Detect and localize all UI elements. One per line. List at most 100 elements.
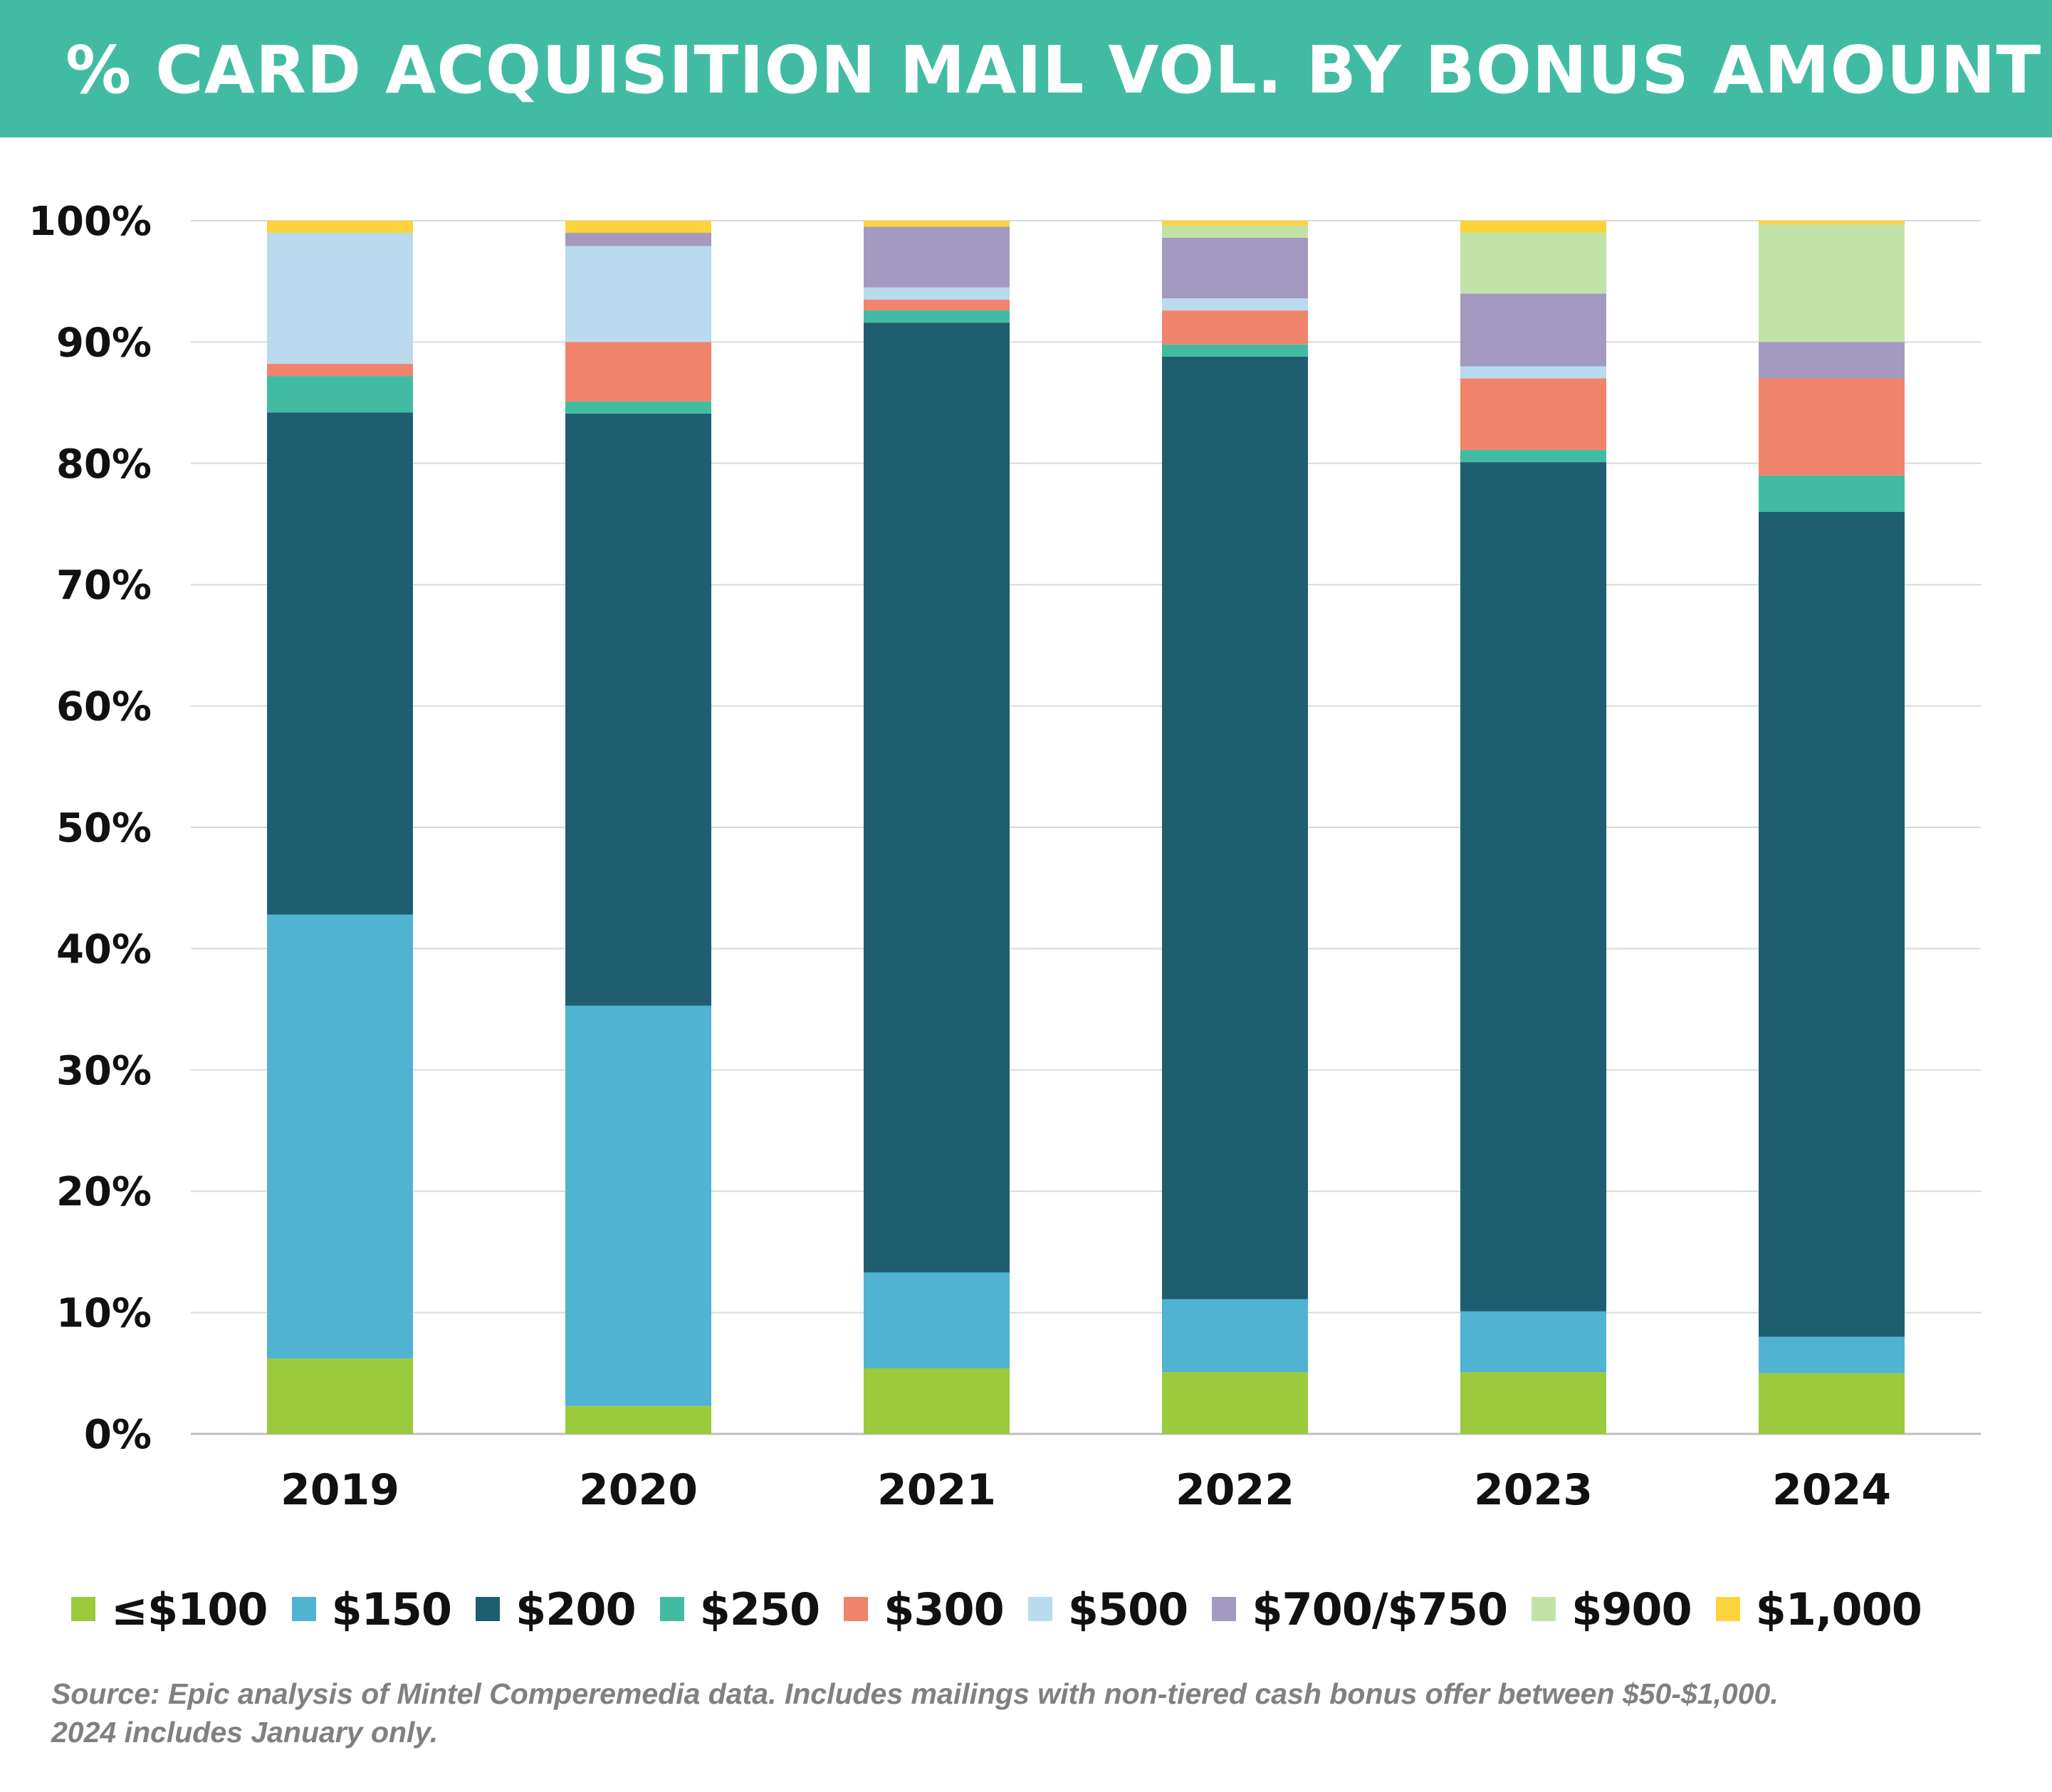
x-tick-label: 2021 — [877, 1465, 996, 1515]
bar-segment — [1162, 1372, 1308, 1434]
y-tick-label: 70% — [56, 562, 152, 609]
x-tick-label: 2022 — [1176, 1465, 1294, 1515]
bar-segment — [565, 233, 711, 246]
y-tick-label: 30% — [56, 1048, 152, 1094]
y-tick-label: 90% — [56, 320, 152, 366]
legend-item: $500 — [1027, 1583, 1189, 1635]
bar-segment — [1460, 450, 1606, 463]
bar-segment — [1759, 1373, 1905, 1434]
x-tick-label: 2019 — [281, 1465, 399, 1515]
legend-item: $200 — [476, 1583, 637, 1635]
bar-segment — [565, 401, 711, 414]
y-tick-label: 100% — [28, 199, 152, 245]
legend-swatch — [476, 1597, 501, 1621]
bar-segment — [1460, 462, 1606, 1311]
bar-segment — [1460, 221, 1606, 234]
x-tick-label: 2020 — [579, 1465, 698, 1515]
x-tick-label: 2023 — [1474, 1465, 1593, 1515]
legend-item: ≤$100 — [71, 1583, 268, 1635]
legend-item: $150 — [291, 1583, 453, 1635]
bar-segment — [267, 364, 413, 377]
legend-label: $200 — [515, 1583, 637, 1635]
bar-segment — [864, 1368, 1010, 1434]
bar-segment — [1162, 1299, 1308, 1373]
bar-segment — [864, 299, 1010, 311]
y-tick-label: 50% — [56, 805, 152, 852]
legend-swatch — [659, 1597, 684, 1621]
bar-segment — [267, 1358, 413, 1434]
legend-swatch — [1027, 1597, 1052, 1621]
legend-label: $900 — [1571, 1583, 1692, 1635]
y-tick-label: 0% — [84, 1412, 152, 1458]
y-tick-label: 20% — [56, 1169, 152, 1215]
bar-segment — [565, 1405, 711, 1434]
bar-segment — [1162, 221, 1308, 226]
bar-segment — [1759, 342, 1905, 379]
legend-swatch — [291, 1597, 316, 1621]
legend: ≤$100 $150 $200 $250 $300 $500 $700/$750 $900 $1… — [71, 1573, 1922, 1645]
x-axis: 2019 2020 2021 2022 2023 2024 — [281, 1465, 1891, 1515]
bar-segment — [1162, 237, 1308, 299]
bar-segment — [864, 310, 1010, 323]
y-tick-label: 10% — [56, 1291, 152, 1337]
chart-title: % CARD ACQUISITION MAIL VOL. BY BONUS AM… — [66, 32, 2042, 108]
source-line-1: Source: Epic analysis of Mintel Comperem… — [51, 1677, 1779, 1710]
bar-segment — [267, 376, 413, 413]
bars — [267, 221, 1905, 1434]
bar-segment — [565, 1005, 711, 1406]
bar-segment — [565, 342, 711, 402]
legend-item: $1,000 — [1715, 1583, 1922, 1635]
legend-label: ≤$100 — [111, 1583, 268, 1635]
legend-label: $1,000 — [1755, 1583, 1922, 1635]
legend-item: $700/$750 — [1212, 1583, 1508, 1635]
bar-segment — [864, 1272, 1010, 1368]
legend-label: $250 — [699, 1583, 821, 1635]
bar-segment — [1460, 366, 1606, 379]
bar-segment — [864, 323, 1010, 1273]
legend-swatch — [1212, 1597, 1237, 1621]
bar-segment — [267, 914, 413, 1359]
title-banner: % CARD ACQUISITION MAIL VOL. BY BONUS AM… — [0, 0, 2052, 137]
gridlines — [191, 220, 1981, 1435]
bar-segment — [1162, 310, 1308, 345]
legend-label: $150 — [331, 1583, 453, 1635]
source-line-2: 2024 includes January only. — [51, 1716, 439, 1749]
legend-item: $900 — [1532, 1583, 1692, 1635]
legend-swatch — [844, 1597, 869, 1621]
bar-segment — [267, 233, 413, 365]
bar-segment — [864, 287, 1010, 300]
bar-segment — [1759, 1336, 1905, 1373]
bar-segment — [1460, 1311, 1606, 1373]
bar-segment — [1759, 475, 1905, 512]
bar-segment — [267, 412, 413, 915]
legend-label: $700/$750 — [1252, 1583, 1508, 1635]
legend-swatch — [71, 1597, 95, 1621]
y-tick-label: 80% — [56, 441, 152, 488]
bar-segment — [1460, 293, 1606, 367]
legend-item: $250 — [659, 1583, 821, 1635]
y-tick-label: 40% — [56, 926, 152, 973]
bar-segment — [1460, 1372, 1606, 1434]
bar-segment — [1759, 511, 1905, 1337]
legend-item: $300 — [844, 1583, 1005, 1635]
bar-segment — [1162, 356, 1308, 1299]
bar-segment — [1460, 233, 1606, 294]
bar-segment — [565, 413, 711, 1006]
bar-segment — [864, 221, 1010, 227]
bar-segment — [1162, 344, 1308, 357]
bar-segment — [864, 226, 1010, 288]
legend-swatch — [1715, 1597, 1740, 1621]
bar-segment — [1162, 298, 1308, 311]
bar-segment — [1759, 224, 1905, 342]
legend-label: $300 — [884, 1583, 1005, 1635]
x-tick-label: 2024 — [1772, 1465, 1891, 1515]
bar-segment — [267, 221, 413, 234]
bar-segment — [1460, 378, 1606, 451]
bar-segment — [1759, 378, 1905, 476]
y-tick-label: 60% — [56, 684, 152, 730]
bar-segment — [1162, 225, 1308, 238]
y-axis: 0% 10% 20% 30% 40% 50% 60% 70% 80% 90% 100% — [28, 199, 152, 1458]
legend-swatch — [1532, 1597, 1556, 1621]
legend-label: $500 — [1067, 1583, 1189, 1635]
bar-segment — [565, 246, 711, 342]
